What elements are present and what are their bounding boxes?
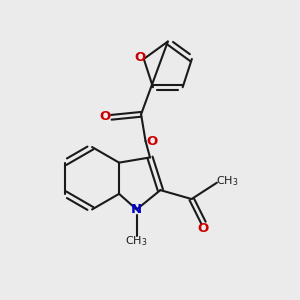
Text: O: O: [146, 135, 158, 148]
Text: CH$_3$: CH$_3$: [125, 234, 148, 248]
Text: N: N: [131, 203, 142, 216]
Text: O: O: [99, 110, 110, 123]
Text: O: O: [135, 51, 146, 64]
Text: O: O: [198, 222, 209, 235]
Text: CH$_3$: CH$_3$: [216, 174, 239, 188]
